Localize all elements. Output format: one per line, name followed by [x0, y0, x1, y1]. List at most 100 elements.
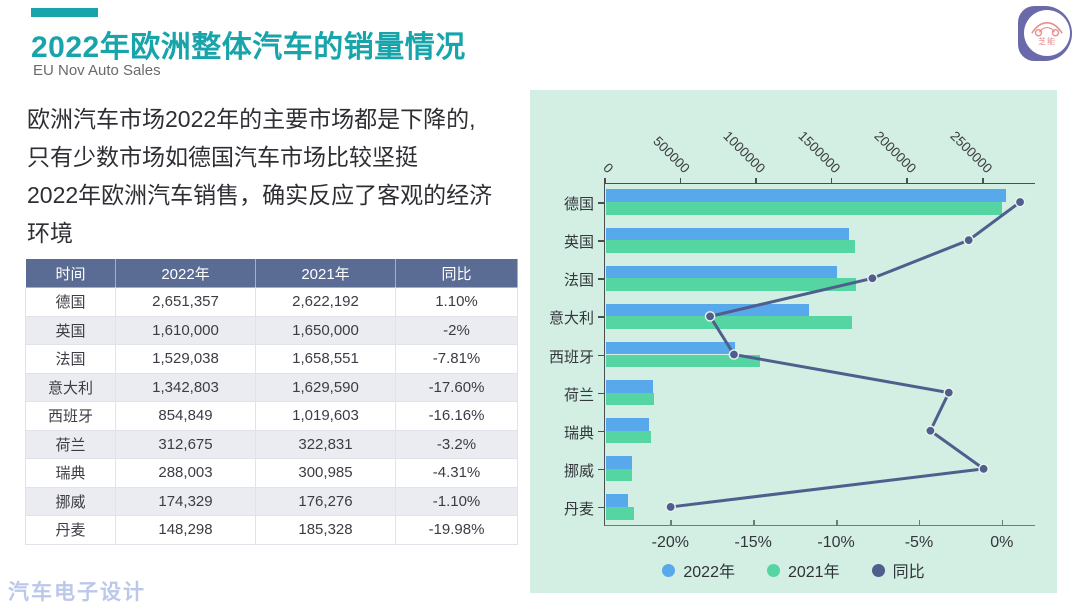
bar-2021年-西班牙 [605, 354, 760, 368]
bar-2021年-挪威 [605, 468, 633, 482]
summary-line: 只有少数市场如德国汽车市场比较坚挺 [27, 144, 418, 170]
table-row: 西班牙 854,849 1,019,603 -16.16% [25, 401, 518, 431]
page-title: 2022年欧洲整体汽车的销量情况 [31, 31, 466, 64]
table-header-cell: 2021年 [255, 258, 396, 288]
sales-chart: 0 500000 1000000 1500000 2000000 2500000 德国 英国法… [530, 90, 1057, 593]
table-cell: 德国 [25, 287, 116, 317]
legend-dot-icon [766, 563, 780, 577]
top-axis-tick [906, 178, 908, 183]
bottom-axis-tick-label: -15% [734, 534, 772, 551]
legend-item: 2021年 [766, 558, 840, 582]
page-subtitle: EU Nov Auto Sales [33, 62, 161, 79]
bottom-axis-tick [918, 520, 921, 526]
bar-2021年-法国 [605, 278, 857, 291]
bottom-axis-tick-label: -5% [904, 534, 934, 551]
table-cell: 322,831 [255, 429, 396, 459]
bottom-axis-tick [836, 520, 838, 526]
table-cell: 瑞典 [25, 458, 116, 488]
top-axis-tick [830, 178, 833, 183]
y-axis-category-label: 挪威 [563, 462, 594, 480]
y-axis-tick [598, 430, 604, 433]
y-axis-tick [598, 316, 604, 318]
yoy-data-point [925, 425, 936, 437]
legend-label: 2022年 [683, 564, 735, 581]
logo-text: 芝能 [1038, 37, 1056, 46]
yoy-data-point [943, 387, 955, 398]
y-axis-tick [598, 240, 604, 242]
table-cell: -17.60% [395, 372, 518, 402]
table-cell: 854,849 [115, 401, 256, 431]
table-cell: 意大利 [25, 372, 116, 402]
watermark: 汽车电子设计 [8, 581, 146, 604]
table-cell: 312,675 [115, 429, 256, 459]
top-axis-tick [755, 178, 757, 183]
table-row: 丹麦 148,298 185,328 -19.98% [25, 515, 518, 545]
bar-2022年-英国 [605, 227, 849, 241]
yoy-line-series [665, 196, 1026, 513]
bar-2021年-英国 [605, 240, 856, 253]
yoy-data-point [978, 463, 989, 475]
table-cell: 2,651,357 [115, 287, 256, 317]
table-row: 法国 1,529,038 1,658,551 -7.81% [25, 344, 518, 374]
table-cell: 1,019,603 [255, 401, 396, 431]
table-row: 瑞典 288,003 300,985 -4.31% [25, 458, 518, 488]
bar-2021年-瑞典 [605, 430, 652, 444]
bottom-axis-tick [1001, 520, 1004, 526]
bar-2022年-荷兰 [605, 380, 653, 393]
y-axis-tick [598, 278, 604, 280]
title-accent-bar [31, 8, 98, 17]
bar-2022年-德国 [605, 189, 1007, 203]
summary-line: 欧洲汽车市场2022年的主要市场都是下降的, [27, 106, 476, 132]
top-axis-tick [604, 178, 606, 183]
y-axis-category-label: 英国 [563, 234, 594, 252]
table-header-row: 时间 2022年 2021年 同比 [25, 258, 518, 288]
yoy-line [670, 200, 1021, 509]
yoy-data-point [963, 234, 974, 246]
table-cell: 英国 [25, 315, 116, 345]
table-cell: 荷兰 [25, 429, 116, 459]
table-cell: -4.31% [395, 458, 518, 488]
top-axis-tick [982, 178, 984, 183]
y-axis-category-label: 荷兰 [563, 386, 594, 404]
table-cell: 174,329 [115, 486, 256, 516]
bar-2022年-丹麦 [605, 494, 628, 507]
bottom-axis-tick [670, 520, 672, 526]
bar-2021年-丹麦 [605, 506, 634, 520]
table-cell: -16.16% [395, 401, 518, 431]
yoy-data-point [665, 501, 676, 513]
bar-2021年-德国 [605, 202, 1003, 215]
bar-2022年-西班牙 [605, 341, 735, 355]
legend-label: 同比 [892, 564, 925, 581]
table-cell: 1.10% [395, 287, 518, 317]
top-axis-tick-label: 2500000 [946, 128, 995, 176]
table-cell: 丹麦 [25, 515, 116, 545]
y-axis-tick [598, 354, 604, 356]
y-axis-tick [598, 202, 604, 204]
yoy-data-point [867, 272, 878, 284]
legend-dot-icon [662, 563, 676, 577]
table-cell: 法国 [25, 344, 116, 374]
table-cell: 1,629,590 [255, 372, 396, 402]
table-header-cell: 时间 [25, 258, 116, 288]
y-axis-category-label: 西班牙 [548, 348, 594, 366]
logo-circle: 芝能 [1024, 10, 1070, 56]
chart-plot-area [604, 183, 1035, 526]
legend-dot-icon [871, 563, 885, 577]
sales-table: 时间 2022年 2021年 同比 德国 2,651,357 2,622,192 1.10% 英… [25, 258, 518, 545]
table-cell: 1,650,000 [255, 315, 396, 345]
yoy-data-point [728, 349, 740, 360]
chart-legend: 2022年 2021年 同比 [530, 558, 1057, 582]
legend-label: 2021年 [787, 564, 840, 581]
bottom-axis-tick-label: 0% [990, 534, 1014, 551]
legend-item: 2022年 [662, 558, 735, 582]
table-cell: -1.10% [395, 486, 518, 516]
top-axis-tick [679, 178, 682, 183]
yoy-data-point [1014, 196, 1026, 208]
bar-2022年-法国 [605, 265, 837, 279]
table-row: 英国 1,610,000 1,650,000 -2% [25, 315, 518, 345]
table-cell: 1,529,038 [115, 344, 256, 374]
table-cell: -19.98% [395, 515, 518, 545]
bar-2022年-意大利 [605, 303, 809, 317]
bar-2022年-瑞典 [605, 418, 650, 431]
table-row: 德国 2,651,357 2,622,192 1.10% [25, 287, 518, 317]
